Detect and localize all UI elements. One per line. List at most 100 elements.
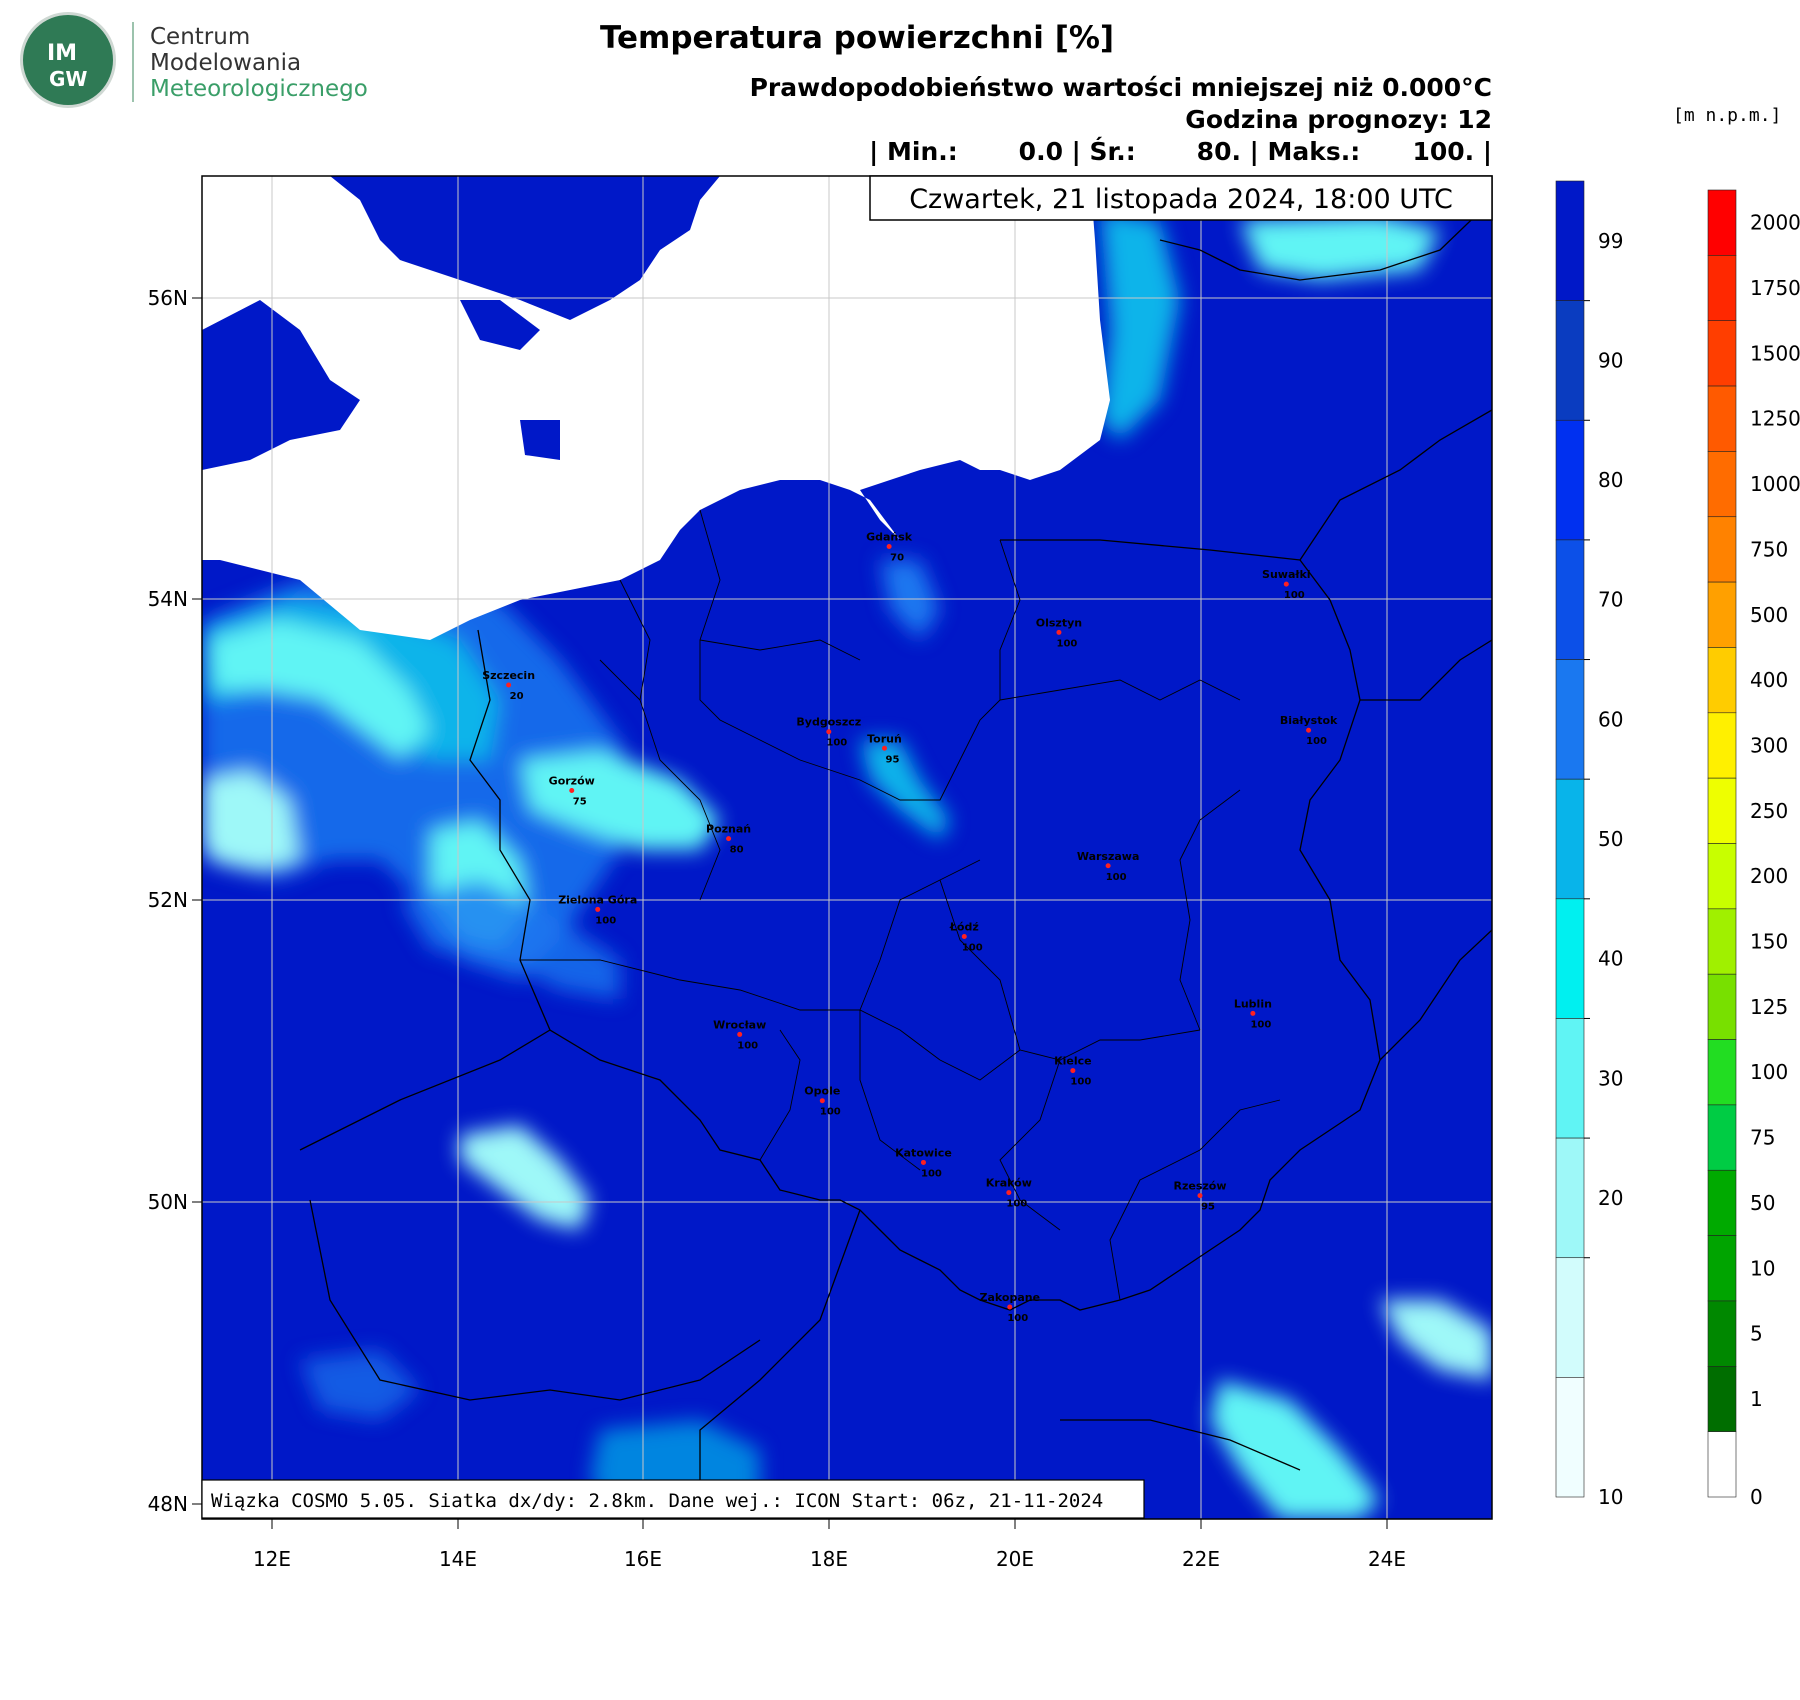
lat-label-56n: 56N (148, 286, 188, 310)
height-legend-bin-2 (1707, 320, 1737, 387)
prob-legend-label-10: 10 (1598, 1485, 1623, 1509)
city-value: 100 (1250, 1019, 1271, 1030)
city-dot (1070, 1068, 1076, 1074)
height-legend-label-500: 500 (1750, 603, 1788, 627)
city-name: Szczecin (482, 669, 535, 682)
prob-legend-bin-5 (1555, 778, 1585, 900)
city-5: Bydgoszcz 100 (796, 716, 861, 749)
height-legend-bin-9 (1707, 777, 1737, 844)
height-legend-label-1500: 1500 (1750, 341, 1800, 365)
city-19: Zakopane 100 (979, 1291, 1040, 1324)
city-dot (1250, 1010, 1256, 1016)
prob-legend-label-99: 99 (1598, 229, 1623, 253)
city-name: Kielce (1054, 1055, 1092, 1068)
city-value: 100 (1007, 1313, 1028, 1324)
city-name: Toruń (867, 732, 902, 745)
city-dot (1197, 1193, 1203, 1199)
height-legend-label-400: 400 (1750, 668, 1788, 692)
city-name: Katowice (895, 1146, 952, 1159)
prob-legend-label-70: 70 (1598, 588, 1623, 612)
city-dot (1007, 1304, 1013, 1310)
lon-label-20e: 20E (996, 1547, 1034, 1571)
prob-legend-bin-8 (1555, 1137, 1585, 1259)
city-value: 100 (820, 1107, 841, 1118)
badge-top: IM (47, 41, 78, 66)
lon-label-24e: 24E (1368, 1547, 1406, 1571)
lon-label-18e: 18E (810, 1547, 848, 1571)
prob-legend-bin-4 (1555, 659, 1585, 780)
height-legend-bin-4 (1707, 451, 1737, 518)
city-value: 100 (1306, 736, 1327, 747)
height-legend-label-75: 75 (1750, 1126, 1775, 1150)
lon-label-22e: 22E (1182, 1547, 1220, 1571)
city-name: Wrocław (713, 1018, 766, 1031)
city-dot (961, 934, 967, 940)
height-legend-bin-5 (1707, 516, 1737, 583)
city-value: 70 (890, 552, 904, 563)
height-legend-label-250: 250 (1750, 799, 1788, 823)
height-legend-label-150: 150 (1750, 930, 1788, 954)
prob-legend-bin-1 (1555, 300, 1585, 421)
city-dot (826, 729, 832, 735)
city-value: 100 (1106, 872, 1127, 883)
height-legend-bin-17 (1707, 1300, 1737, 1367)
city-name: Łódź (949, 921, 979, 934)
city-0: Gdańsk 70 (866, 530, 913, 563)
height-legend-bin-13 (1707, 1039, 1737, 1106)
city-9: Warszawa 100 (1077, 850, 1140, 883)
badge-bottom: GW (49, 67, 88, 91)
lon-label-16e: 16E (624, 1547, 662, 1571)
lat-label-54n: 54N (148, 587, 188, 611)
lat-label-50n: 50N (148, 1190, 188, 1214)
prob-legend-bin-3 (1555, 539, 1585, 660)
logo-divider (132, 22, 134, 102)
longitude-axis: 12E 14E 16E 18E 20E 22E 24E (253, 1519, 1406, 1571)
prob-legend-label-20: 20 (1598, 1186, 1623, 1210)
height-legend-bin-15 (1707, 1169, 1737, 1236)
latitude-axis: 56N 54N 52N 50N 48N (148, 286, 202, 1516)
footer-box (201, 1479, 1145, 1519)
height-legend-bin-6 (1707, 581, 1737, 648)
city-11: Łódź 100 (949, 921, 983, 954)
lon-label-12e: 12E (253, 1547, 291, 1571)
height-legend-label-0: 0 (1750, 1485, 1763, 1509)
city-value: 100 (1284, 590, 1305, 601)
city-name: Olsztyn (1036, 616, 1082, 629)
height-legend-bin-14 (1707, 1104, 1737, 1171)
city-dot (1283, 581, 1289, 587)
city-10: Zielona Góra 100 (558, 893, 637, 926)
height-legend: 2000175015001250100075050040030025020015… (1707, 189, 1800, 1509)
prob-legend-label-60: 60 (1598, 707, 1623, 731)
city-dot (886, 543, 892, 549)
city-8: Poznań 80 (706, 823, 751, 856)
date-box (869, 175, 1493, 221)
subtitle: Prawdopodobieństwo wartości mniejszej ni… (749, 73, 1492, 102)
height-legend-label-10: 10 (1750, 1256, 1775, 1280)
height-legend-bin-11 (1707, 908, 1737, 975)
lon-label-14e: 14E (439, 1547, 477, 1571)
city-name: Gorzów (549, 774, 595, 787)
voivodeship-borders (520, 509, 1281, 1301)
probability-legend: 99 90 80 70 60 50 40 30 20 10 (1555, 180, 1623, 1509)
country-borders (299, 199, 1492, 1519)
city-7: Gorzów 75 (549, 774, 595, 807)
city-dot (881, 745, 887, 751)
city-name: Poznań (706, 823, 751, 836)
city-value: 100 (962, 943, 983, 954)
height-legend-bin-0 (1707, 189, 1737, 256)
city-name: Warszawa (1077, 850, 1140, 863)
city-dot (920, 1159, 926, 1165)
city-name: Suwałki (1262, 568, 1311, 581)
city-value: 20 (510, 691, 524, 702)
city-dot (506, 682, 512, 688)
height-legend-label-50: 50 (1750, 1191, 1775, 1215)
city-18: Rzeszów 95 (1173, 1180, 1226, 1213)
city-dot (1056, 629, 1062, 635)
city-name: Opole (804, 1085, 840, 1098)
prob-legend-label-90: 90 (1598, 348, 1623, 372)
city-name: Zielona Góra (558, 893, 637, 906)
height-legend-bin-1 (1707, 255, 1737, 322)
lat-label-48n: 48N (148, 1492, 188, 1516)
city-dot (819, 1098, 825, 1104)
